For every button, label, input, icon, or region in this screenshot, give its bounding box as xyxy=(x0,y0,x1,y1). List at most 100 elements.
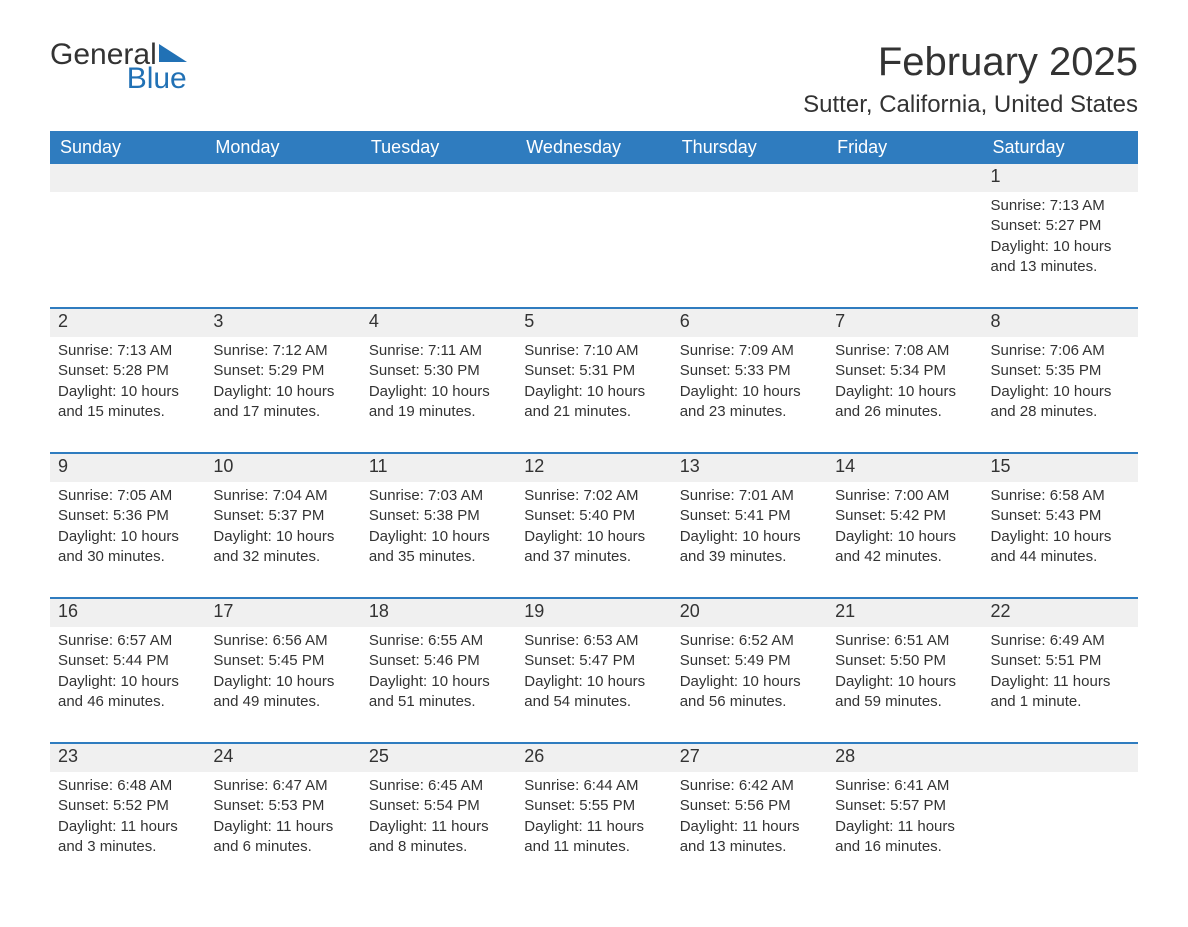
sunset-line: Sunset: 5:44 PM xyxy=(58,651,197,671)
daylight-line: Daylight: 11 hours and 6 minutes. xyxy=(213,817,352,858)
day-number-cell: 25 xyxy=(361,743,516,772)
day-data-cell: Sunrise: 7:10 AMSunset: 5:31 PMDaylight:… xyxy=(516,337,671,453)
sunset-line: Sunset: 5:41 PM xyxy=(680,506,819,526)
sunset-line: Sunset: 5:33 PM xyxy=(680,361,819,381)
daylight-line: Daylight: 10 hours and 49 minutes. xyxy=(213,672,352,713)
sunrise-line: Sunrise: 6:56 AM xyxy=(213,631,352,651)
sunset-line: Sunset: 5:37 PM xyxy=(213,506,352,526)
sunset-line: Sunset: 5:43 PM xyxy=(991,506,1130,526)
day-data-cell: Sunrise: 7:06 AMSunset: 5:35 PMDaylight:… xyxy=(983,337,1138,453)
week-number-row: 2345678 xyxy=(50,308,1138,337)
day-data-cell: Sunrise: 6:48 AMSunset: 5:52 PMDaylight:… xyxy=(50,772,205,887)
day-number-cell: 27 xyxy=(672,743,827,772)
week-data-row: Sunrise: 6:48 AMSunset: 5:52 PM Daylight:… xyxy=(50,772,1138,887)
daylight-line: Daylight: 10 hours and 23 minutes. xyxy=(680,382,819,423)
day-data-cell xyxy=(361,192,516,308)
col-sunday: Sunday xyxy=(50,131,205,164)
day-data-cell xyxy=(205,192,360,308)
daylight-line: Daylight: 10 hours and 21 minutes. xyxy=(524,382,663,423)
day-data-cell: Sunrise: 6:47 AMSunset: 5:53 PMDaylight:… xyxy=(205,772,360,887)
day-data-cell: Sunrise: 6:53 AMSunset: 5:47 PMDaylight:… xyxy=(516,627,671,743)
sunset-line: Sunset: 5:50 PM xyxy=(835,651,974,671)
sunrise-line: Sunrise: 6:57 AM xyxy=(58,631,197,651)
week-data-row: Sunrise: 7:05 AMSunset: 5:36 PMDaylight:… xyxy=(50,482,1138,598)
sunrise-line: Sunrise: 6:45 AM xyxy=(369,776,508,796)
sunrise-line: Sunrise: 7:08 AM xyxy=(835,341,974,361)
daylight-line: Daylight: 10 hours and 15 minutes. xyxy=(58,382,197,423)
sunset-line: Sunset: 5:46 PM xyxy=(369,651,508,671)
day-data-cell xyxy=(983,772,1138,887)
sunset-line: Sunset: 5:35 PM xyxy=(991,361,1130,381)
month-title: February 2025 xyxy=(803,40,1138,85)
day-data-cell xyxy=(50,192,205,308)
day-number-cell: 21 xyxy=(827,598,982,627)
daylight-line: Daylight: 10 hours and 59 minutes. xyxy=(835,672,974,713)
sunset-line: Sunset: 5:42 PM xyxy=(835,506,974,526)
daylight-line: Daylight: 10 hours and 19 minutes. xyxy=(369,382,508,423)
sunrise-line: Sunrise: 7:03 AM xyxy=(369,486,508,506)
day-header-row: Sunday Monday Tuesday Wednesday Thursday… xyxy=(50,131,1138,164)
day-number-cell xyxy=(516,164,671,192)
sunrise-line: Sunrise: 6:55 AM xyxy=(369,631,508,651)
day-data-cell: Sunrise: 6:55 AMSunset: 5:46 PMDaylight:… xyxy=(361,627,516,743)
sunset-line: Sunset: 5:34 PM xyxy=(835,361,974,381)
col-saturday: Saturday xyxy=(983,131,1138,164)
week-data-row: Sunrise: 7:13 AMSunset: 5:28 PMDaylight:… xyxy=(50,337,1138,453)
sunrise-line: Sunrise: 6:49 AM xyxy=(991,631,1130,651)
sunrise-line: Sunrise: 6:52 AM xyxy=(680,631,819,651)
sunrise-line: Sunrise: 7:10 AM xyxy=(524,341,663,361)
sunset-line: Sunset: 5:51 PM xyxy=(991,651,1130,671)
sunset-line: Sunset: 5:56 PM xyxy=(680,796,819,816)
day-data-cell: Sunrise: 7:09 AMSunset: 5:33 PMDaylight:… xyxy=(672,337,827,453)
day-number-cell: 15 xyxy=(983,453,1138,482)
calendar-table: Sunday Monday Tuesday Wednesday Thursday… xyxy=(50,131,1138,887)
day-data-cell: Sunrise: 6:52 AMSunset: 5:49 PMDaylight:… xyxy=(672,627,827,743)
day-number-cell: 11 xyxy=(361,453,516,482)
daylight-line: Daylight: 10 hours and 26 minutes. xyxy=(835,382,974,423)
col-friday: Friday xyxy=(827,131,982,164)
day-data-cell xyxy=(516,192,671,308)
day-data-cell: Sunrise: 7:01 AMSunset: 5:41 PMDaylight:… xyxy=(672,482,827,598)
day-number-cell: 13 xyxy=(672,453,827,482)
day-number-cell: 8 xyxy=(983,308,1138,337)
day-number-cell xyxy=(983,743,1138,772)
day-number-cell xyxy=(50,164,205,192)
daylight-line: Daylight: 11 hours and 1 minute. xyxy=(991,672,1130,713)
day-number-cell: 28 xyxy=(827,743,982,772)
week-number-row: 232425262728 xyxy=(50,743,1138,772)
day-data-cell xyxy=(672,192,827,308)
week-number-row: 16171819202122 xyxy=(50,598,1138,627)
sunrise-line: Sunrise: 7:01 AM xyxy=(680,486,819,506)
day-data-cell: Sunrise: 6:57 AMSunset: 5:44 PMDaylight:… xyxy=(50,627,205,743)
day-number-cell: 12 xyxy=(516,453,671,482)
sunrise-line: Sunrise: 7:13 AM xyxy=(58,341,197,361)
daylight-line: Daylight: 10 hours and 44 minutes. xyxy=(991,527,1130,568)
sunset-line: Sunset: 5:38 PM xyxy=(369,506,508,526)
sunrise-line: Sunrise: 6:53 AM xyxy=(524,631,663,651)
day-data-cell: Sunrise: 6:44 AMSunset: 5:55 PMDaylight:… xyxy=(516,772,671,887)
logo: General Blue xyxy=(50,40,187,94)
sunset-line: Sunset: 5:54 PM xyxy=(369,796,508,816)
day-number-cell: 5 xyxy=(516,308,671,337)
day-data-cell: Sunrise: 7:00 AMSunset: 5:42 PMDaylight:… xyxy=(827,482,982,598)
sunrise-line: Sunrise: 7:12 AM xyxy=(213,341,352,361)
sunrise-line: Sunrise: 6:48 AM xyxy=(58,776,197,796)
sunrise-line: Sunrise: 7:00 AM xyxy=(835,486,974,506)
day-data-cell: Sunrise: 6:56 AMSunset: 5:45 PMDaylight:… xyxy=(205,627,360,743)
sunset-line: Sunset: 5:52 PM xyxy=(58,796,197,816)
day-number-cell: 7 xyxy=(827,308,982,337)
day-data-cell: Sunrise: 7:02 AMSunset: 5:40 PMDaylight:… xyxy=(516,482,671,598)
daylight-line: Daylight: 10 hours and 30 minutes. xyxy=(58,527,197,568)
daylight-line: Daylight: 10 hours and 28 minutes. xyxy=(991,382,1130,423)
daylight-line: Daylight: 11 hours and 11 minutes. xyxy=(524,817,663,858)
day-number-cell xyxy=(672,164,827,192)
day-number-cell: 14 xyxy=(827,453,982,482)
header: General Blue February 2025 Sutter, Calif… xyxy=(50,40,1138,131)
week-number-row: 1 xyxy=(50,164,1138,192)
sunset-line: Sunset: 5:53 PM xyxy=(213,796,352,816)
day-number-cell: 26 xyxy=(516,743,671,772)
day-number-cell: 10 xyxy=(205,453,360,482)
col-thursday: Thursday xyxy=(672,131,827,164)
sunrise-line: Sunrise: 7:04 AM xyxy=(213,486,352,506)
day-number-cell: 3 xyxy=(205,308,360,337)
